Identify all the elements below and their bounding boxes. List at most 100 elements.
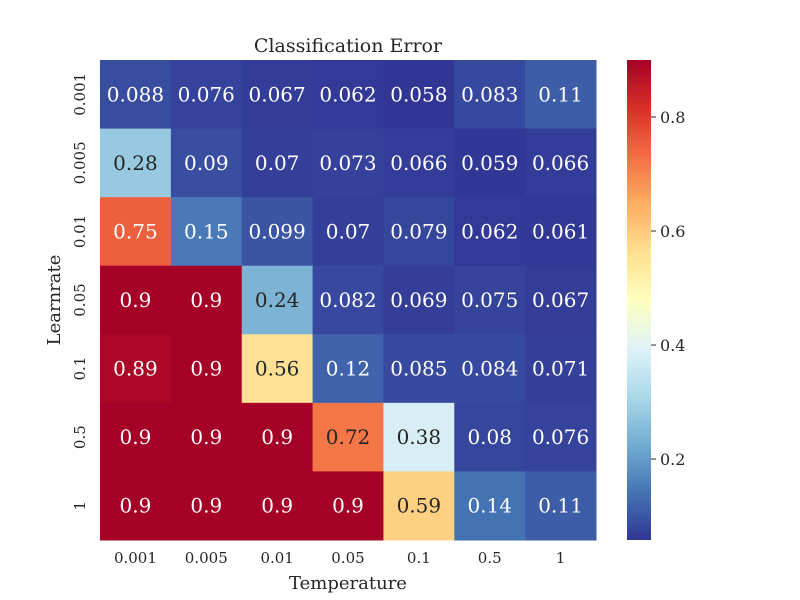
cell-value-label: 0.9: [261, 425, 293, 449]
cell-value-label: 0.9: [332, 494, 364, 518]
heatmap-cell: [100, 402, 172, 472]
cell-value-label: 0.067: [249, 82, 306, 106]
heatmap-cells: [100, 60, 597, 541]
y-tick-label: 0.5: [71, 425, 89, 449]
heatmap-cell: [383, 334, 455, 404]
heatmap-cell: [241, 128, 314, 198]
heatmap-cell: [454, 402, 526, 472]
heatmap-cell: [383, 471, 455, 541]
heatmap-cell: [525, 471, 597, 541]
cell-value-label: 0.9: [120, 425, 152, 449]
heatmap-cell: [170, 128, 243, 198]
cell-value-label: 0.09: [184, 151, 229, 175]
y-tick-label: 0.001: [71, 73, 89, 116]
cell-value-label: 0.9: [120, 288, 152, 312]
heatmap-cell: [525, 128, 597, 198]
heatmap-cell: [241, 197, 314, 267]
y-tick-label: 1: [71, 501, 89, 511]
heatmap-cell: [312, 197, 384, 267]
heatmap-cell: [100, 60, 172, 130]
y-tick-label: 0.05: [71, 283, 89, 316]
heatmap-cell: [525, 334, 597, 404]
heatmap-cell: [454, 197, 526, 267]
x-tick-label: 0.05: [331, 549, 364, 567]
cell-value-label: 0.079: [390, 219, 447, 243]
heatmap-cell: [525, 60, 597, 130]
heatmap-cell: [312, 265, 384, 335]
cell-value-label: 0.076: [178, 82, 235, 106]
cell-value-label: 0.069: [390, 288, 447, 312]
cell-value-label: 0.9: [190, 357, 222, 381]
cell-value-label: 0.071: [532, 357, 589, 381]
heatmap-cell: [454, 128, 526, 198]
cell-value-label: 0.59: [397, 494, 442, 518]
y-tick-labels: 0.001 0.005 0.01 0.05 0.1 0.5 1: [71, 73, 89, 511]
heatmap-cell-labels: 0.088 0.076 0.067 0.062 0.058 0.083 0.11 0.28 0.…: [107, 82, 589, 517]
colorbar-tick-label: 0.6: [660, 222, 685, 241]
cell-value-label: 0.083: [461, 82, 518, 106]
cell-value-label: 0.059: [461, 151, 518, 175]
heatmap-cell: [312, 128, 384, 198]
heatmap-cell: [525, 265, 597, 335]
cell-value-label: 0.061: [532, 219, 589, 243]
cell-value-label: 0.24: [255, 288, 300, 312]
x-tick-labels: 0.001 0.005 0.01 0.05 0.1 0.5 1: [114, 549, 565, 567]
heatmap-cell: [170, 60, 243, 130]
heatmap-cell: [383, 197, 455, 267]
heatmap-cell: [241, 471, 314, 541]
heatmap-cell: [100, 334, 172, 404]
cell-value-label: 0.073: [319, 151, 376, 175]
heatmap-cell: [312, 402, 384, 472]
cell-value-label: 0.28: [113, 151, 158, 175]
cell-value-label: 0.07: [255, 151, 300, 175]
colorbar-tick-label: 0.2: [660, 450, 685, 469]
cell-value-label: 0.9: [190, 425, 222, 449]
cell-value-label: 0.9: [190, 288, 222, 312]
heatmap-cell: [100, 471, 172, 541]
heatmap-cell: [312, 60, 384, 130]
heatmap-cell: [525, 402, 597, 472]
heatmap-cell: [454, 471, 526, 541]
heatmap-cell: [454, 265, 526, 335]
heatmap-cell: [383, 128, 455, 198]
heatmap-cell: [100, 128, 172, 198]
cell-value-label: 0.75: [113, 219, 158, 243]
cell-value-label: 0.38: [397, 425, 442, 449]
cell-value-label: 0.11: [538, 494, 583, 518]
colorbar-ticks: 0.2 0.4 0.6 0.8: [651, 108, 685, 469]
heatmap-cell: [241, 60, 314, 130]
x-tick-label: 0.005: [185, 549, 228, 567]
colorbar-tick-label: 0.4: [660, 336, 685, 355]
y-tick-label: 0.1: [71, 357, 89, 381]
cell-value-label: 0.085: [390, 357, 447, 381]
cell-value-label: 0.56: [255, 357, 300, 381]
heatmap-cell: [383, 265, 455, 335]
cell-value-label: 0.72: [326, 425, 371, 449]
cell-value-label: 0.14: [467, 494, 512, 518]
cell-value-label: 0.9: [261, 494, 293, 518]
heatmap-cell: [241, 265, 314, 335]
y-tick-label: 0.005: [71, 141, 89, 184]
heatmap-cell: [170, 471, 243, 541]
heatmap-cell: [454, 60, 526, 130]
cell-value-label: 0.062: [461, 219, 518, 243]
cell-value-label: 0.08: [467, 425, 512, 449]
cell-value-label: 0.9: [190, 494, 222, 518]
x-tick-label: 0.5: [478, 549, 502, 567]
cell-value-label: 0.084: [461, 357, 518, 381]
heatmap-cell: [241, 402, 314, 472]
heatmap-cell: [383, 402, 455, 472]
cell-value-label: 0.099: [249, 219, 306, 243]
colorbar-gradient: [627, 60, 651, 540]
heatmap-cell: [525, 197, 597, 267]
heatmap-cell: [100, 197, 172, 267]
cell-value-label: 0.89: [113, 357, 158, 381]
heatmap-cell: [170, 402, 243, 472]
colorbar-tick-label: 0.8: [660, 108, 685, 127]
cell-value-label: 0.15: [184, 219, 229, 243]
cell-value-label: 0.9: [120, 494, 152, 518]
cell-value-label: 0.12: [326, 357, 371, 381]
cell-value-label: 0.082: [319, 288, 376, 312]
cell-value-label: 0.062: [319, 82, 376, 106]
